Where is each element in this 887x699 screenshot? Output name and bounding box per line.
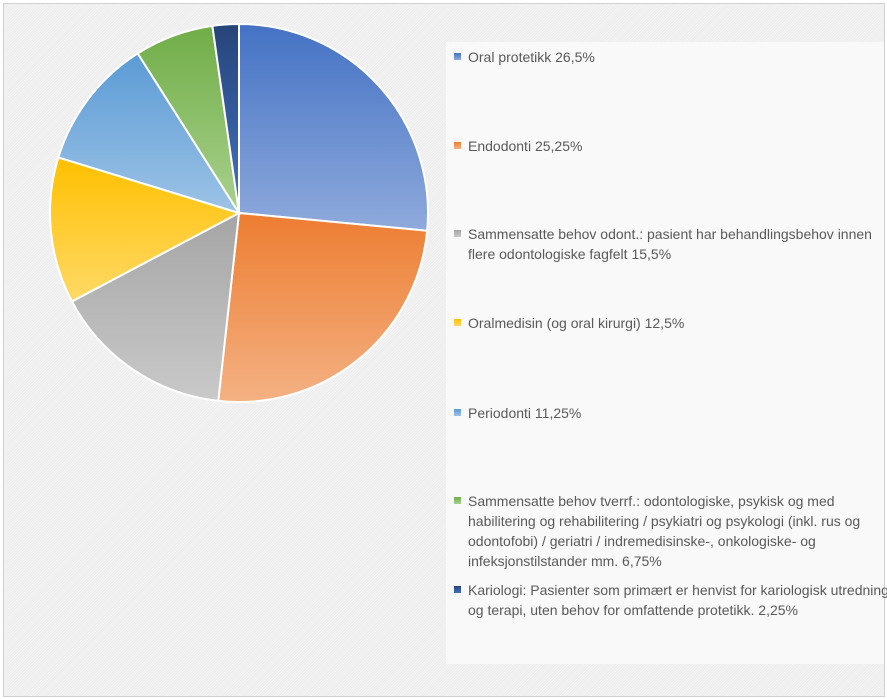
legend-swatch bbox=[454, 142, 461, 149]
legend-label: Kariologi: Pasienter som primært er henv… bbox=[468, 582, 887, 618]
legend-item: Oral protetikk 26,5% bbox=[454, 47, 887, 67]
legend: Oral protetikk 26,5% Endodonti 25,25% Samm… bbox=[446, 42, 887, 664]
legend-swatch bbox=[454, 586, 461, 593]
chart-area: Oral protetikk 26,5% Endodonti 25,25% Samm… bbox=[3, 3, 887, 697]
legend-swatch bbox=[454, 497, 461, 504]
legend-swatch bbox=[454, 230, 461, 237]
legend-item: Sammensatte behov tverrf.: odontologiske… bbox=[454, 491, 887, 571]
pie-chart bbox=[49, 22, 429, 403]
legend-item: Kariologi: Pasienter som primært er henv… bbox=[454, 580, 887, 620]
legend-label: Endodonti 25,25% bbox=[468, 138, 583, 154]
legend-label: Oral protetikk 26,5% bbox=[468, 49, 595, 65]
pie-slice bbox=[49, 156, 242, 303]
legend-label: Periodonti 11,25% bbox=[468, 405, 582, 421]
legend-item: Oralmedisin (og oral kirurgi) 12,5% bbox=[454, 313, 887, 333]
legend-item: Periodonti 11,25% bbox=[454, 403, 887, 423]
legend-label: Oralmedisin (og oral kirurgi) 12,5% bbox=[468, 315, 685, 331]
legend-item: Endodonti 25,25% bbox=[454, 136, 887, 156]
pie-slice bbox=[57, 52, 242, 215]
legend-swatch bbox=[454, 53, 461, 60]
legend-item: Sammensatte behov odont.: pasient har be… bbox=[454, 224, 887, 264]
legend-label: Sammensatte behov odont.: pasient har be… bbox=[468, 226, 872, 262]
pie-slice bbox=[211, 22, 240, 214]
pie-slice bbox=[70, 211, 241, 402]
legend-swatch bbox=[454, 409, 461, 416]
legend-label: Sammensatte behov tverrf.: odontologiske… bbox=[468, 493, 861, 569]
legend-swatch bbox=[454, 319, 461, 326]
pie-slice bbox=[238, 22, 429, 232]
pie-slice bbox=[217, 211, 429, 403]
